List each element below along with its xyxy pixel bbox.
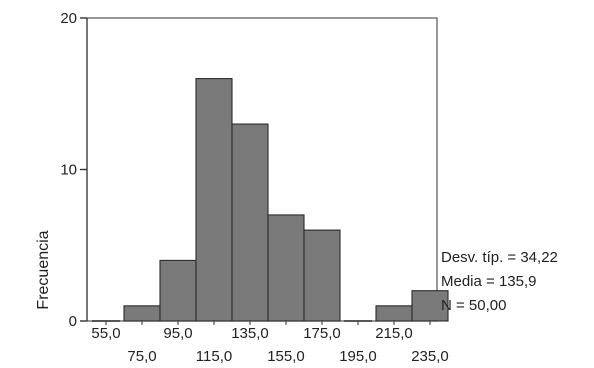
x-tick-label: 195,0 xyxy=(339,348,377,365)
x-tick-label: 235,0 xyxy=(411,348,449,365)
x-tick-label: 75,0 xyxy=(127,348,156,365)
histogram-bar xyxy=(303,229,341,322)
n-label: N = 50,00 xyxy=(441,297,506,314)
histogram-bar xyxy=(159,259,197,322)
histogram-bars xyxy=(92,78,449,322)
y-axis-title: Frecuencia xyxy=(35,230,52,309)
histogram-bar xyxy=(123,305,161,322)
mean-label: Media = 135,9 xyxy=(441,273,537,290)
x-tick-label: 155,0 xyxy=(267,348,305,365)
histogram-bar xyxy=(231,123,269,322)
y-axis: 0 10 20 xyxy=(60,10,88,330)
x-tick-label: 135,0 xyxy=(231,325,269,342)
histogram-bar xyxy=(267,214,305,322)
x-tick-label: 215,0 xyxy=(375,325,413,342)
stats-box: Desv. típ. = 34,22 Media = 135,9 N = 50,… xyxy=(441,249,558,314)
x-tick-label: 95,0 xyxy=(163,325,192,342)
x-tick-label: 175,0 xyxy=(303,325,341,342)
histogram-bar xyxy=(375,305,413,322)
std-dev-label: Desv. típ. = 34,22 xyxy=(441,249,558,266)
y-tick-label: 20 xyxy=(60,10,77,27)
y-tick-label: 0 xyxy=(69,313,77,330)
x-tick-label: 55,0 xyxy=(91,325,120,342)
histogram-bar xyxy=(195,78,233,322)
y-tick-label: 10 xyxy=(60,162,77,179)
histogram-bar xyxy=(411,290,449,322)
x-tick-label: 115,0 xyxy=(196,348,232,365)
